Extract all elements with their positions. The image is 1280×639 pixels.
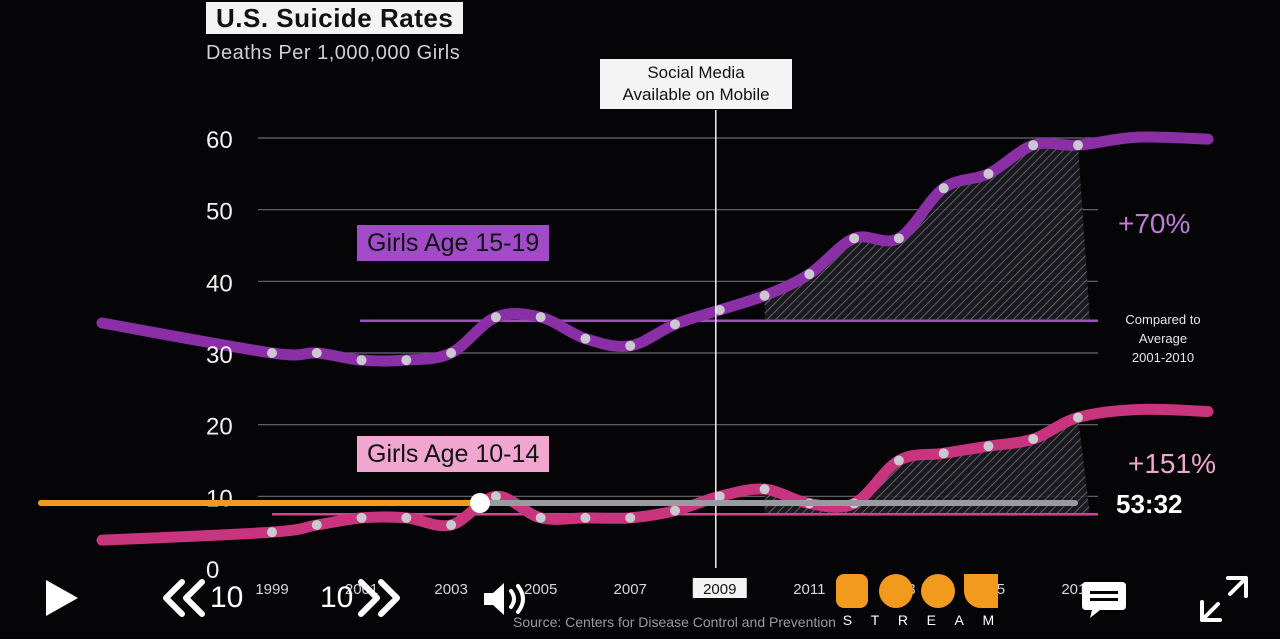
data-point (983, 168, 994, 179)
logo-letter: R (897, 612, 910, 628)
data-point (356, 355, 367, 366)
chat-icon (1082, 582, 1126, 618)
fullscreen-button[interactable] (1198, 574, 1250, 624)
x-tick-highlight (692, 578, 747, 598)
data-point (625, 512, 636, 523)
data-point (983, 441, 994, 452)
rewind-label: 10 (210, 581, 244, 614)
x-tick-label: 2011 (793, 581, 825, 598)
logo-letter: S (842, 612, 854, 628)
hatched-area-0 (764, 143, 1090, 321)
x-tick-label: 2003 (434, 581, 467, 598)
x-tick-label: 1999 (255, 581, 288, 598)
callout-line-1: Social Media (647, 63, 745, 82)
y-tick-label: 40 (206, 270, 233, 297)
logo-letter: A (954, 612, 965, 628)
data-point (670, 319, 680, 330)
data-point (1028, 140, 1039, 151)
comparison-line-3: 2001-2010 (1131, 350, 1195, 365)
chart-data-points (267, 140, 1083, 538)
data-point (401, 512, 412, 523)
data-point (446, 348, 457, 358)
y-tick-label: 20 (206, 414, 233, 441)
data-point (1073, 140, 1083, 151)
data-point (446, 520, 457, 530)
data-point (893, 455, 904, 466)
data-point (893, 233, 904, 244)
y-tick-label: 30 (206, 342, 233, 369)
chart-subtitle: Deaths Per 1,000,000 Girls (206, 42, 461, 64)
forward-label: 10 (320, 581, 354, 614)
forward-10-button[interactable]: 10 (320, 576, 420, 620)
chart-y-ticks: 0 10 20 30 40 50 60 (206, 127, 233, 584)
data-point (401, 355, 412, 366)
volume-icon (484, 583, 525, 615)
data-point (1028, 434, 1039, 444)
data-point (267, 527, 277, 538)
comparison-line-1: Compared to (1125, 312, 1201, 327)
data-point (311, 520, 322, 530)
data-point (625, 340, 636, 351)
annotation-callout: Social Media Available on Mobile (600, 59, 792, 109)
data-point (938, 183, 949, 194)
data-point (267, 348, 277, 358)
data-point (938, 448, 949, 459)
play-button[interactable] (42, 576, 82, 620)
data-point (490, 491, 501, 502)
y-tick-label: 50 (206, 199, 233, 226)
data-point (535, 512, 546, 523)
rewind-10-icon (163, 579, 205, 617)
fullscreen-icon (1200, 576, 1248, 622)
seek-bar-progress (38, 500, 480, 506)
change-label-10-14: +151% (1128, 448, 1216, 479)
logo-letter: E (926, 612, 937, 628)
data-point (580, 333, 591, 344)
data-point (759, 290, 770, 301)
data-point (714, 491, 725, 502)
data-point (714, 305, 725, 315)
series-label-15-19: Girls Age 15-19 (357, 225, 550, 261)
chart-title: U.S. Suicide Rates (206, 2, 464, 34)
comparison-line-2: Average (1138, 331, 1188, 346)
chat-button[interactable] (1080, 578, 1128, 622)
logo-dots-icon (836, 574, 998, 608)
hatched-area-1 (764, 417, 1090, 515)
time-display: 53:32 (1116, 489, 1183, 519)
source-caption: Source: Centers for Disease Control and … (513, 614, 836, 630)
x-tick-label: 2009 (703, 581, 736, 598)
chart-hatched-area (764, 143, 1090, 515)
data-point (670, 505, 680, 516)
data-point (804, 269, 815, 280)
comparison-note: Compared to Average 2001-2010 (1108, 310, 1218, 367)
volume-button[interactable] (480, 578, 528, 620)
y-tick-label: 0 (206, 557, 219, 584)
logo-letter: M (982, 612, 996, 628)
y-tick-label: 10 (206, 485, 233, 512)
data-point (490, 312, 501, 323)
series-label-10-14: Girls Age 10-14 (357, 436, 550, 472)
logo-letter: T (870, 612, 881, 628)
seek-bar-thumb[interactable] (470, 493, 490, 513)
data-point (580, 512, 591, 523)
data-point (1073, 412, 1083, 423)
callout-line-2: Available on Mobile (622, 85, 770, 104)
y-tick-label: 60 (206, 127, 233, 154)
data-point (535, 312, 546, 323)
data-point (356, 512, 367, 523)
data-point (311, 348, 322, 358)
rewind-10-button[interactable]: 10 (160, 576, 260, 620)
seek-bar[interactable] (38, 493, 1078, 513)
change-label-15-19: +70% (1118, 208, 1191, 239)
x-tick-label: 2007 (614, 581, 647, 598)
data-point (849, 233, 860, 244)
data-point (759, 484, 770, 495)
play-icon (46, 580, 78, 616)
x-tick-label: 2005 (524, 581, 557, 598)
forward-10-icon (358, 579, 401, 617)
